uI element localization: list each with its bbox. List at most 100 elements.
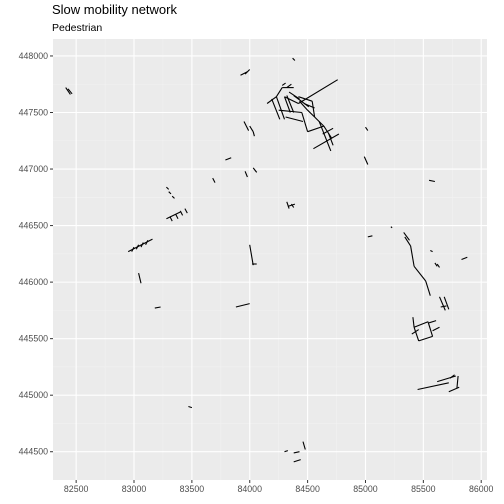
network-segment [275,87,283,97]
network-segment [243,121,250,131]
network-segment [428,320,437,324]
network-segment [461,256,468,261]
y-tick-label: 445000 [19,390,48,400]
network-segment [410,245,415,267]
network-segment [323,125,333,139]
network-segment [412,317,415,328]
pedestrian-network [65,57,468,463]
y-tick-label: 447500 [19,108,48,118]
y-axis: 444500 445000 445500 446000 446500 447000 4475… [19,51,53,457]
network-segment [138,272,142,284]
network-segment [313,133,340,150]
network-segment [287,203,296,207]
x-tick-label: 85000 [353,484,378,494]
network-segment [284,96,299,104]
network-segment [145,240,149,246]
network-segment [212,177,216,183]
network-segment [413,265,427,282]
network-segment [65,87,71,95]
x-tick-label: 84500 [295,484,320,494]
network-segment [311,101,316,118]
network-segment [430,250,433,253]
network-segment [166,211,181,220]
network-segment [403,232,410,241]
network-segment [301,112,309,132]
network-segment [275,96,286,120]
network-segment [318,121,332,152]
network-segment [292,57,296,61]
network-segment [184,208,188,214]
network-segment [252,167,258,173]
x-tick-label: 83000 [122,484,147,494]
network-segment [432,326,440,332]
network-segment [271,98,281,120]
x-tick-label: 84000 [238,484,263,494]
network-segment [140,242,144,248]
network-segment [131,246,135,252]
network-segment [290,203,295,208]
network-segment [284,450,289,453]
network-segment [169,216,173,222]
network-segment [437,375,456,383]
network-segment [252,131,255,137]
network-segment [367,235,373,238]
network-segment [168,191,172,195]
y-tick-label: 448000 [19,51,48,61]
network-segment [449,374,455,379]
network-segment [299,100,309,111]
network-segment [188,405,193,409]
plot-panel [53,39,487,480]
y-tick-label: 444500 [19,447,48,457]
network-segment [135,244,140,250]
network-segment [235,303,250,308]
x-axis: 82500 83000 83500 84000 84500 85000 85500 86000 [64,480,494,494]
x-tick-label: 82500 [64,484,89,494]
x-tick-label: 86000 [469,484,494,494]
x-tick-label: 85500 [411,484,436,494]
network-segment [302,441,306,450]
network-segment [411,329,420,335]
network-segment [286,201,290,209]
y-tick-label: 447000 [19,164,48,174]
network-segment [434,262,438,267]
network-segment [283,96,291,113]
network-segment [249,125,254,132]
network-segment [278,109,302,114]
network-segment [418,335,433,342]
network-segment [171,195,175,199]
network-segment [285,116,304,123]
network-segment [436,263,440,268]
network-segment [307,109,315,118]
network-segment [365,126,369,131]
network-segment [413,321,429,328]
network-segment [438,296,446,311]
network-segment [67,88,73,95]
network-segment [390,226,393,229]
map-subtitle: Pedestrian [52,22,102,34]
y-tick-label: 446000 [19,277,48,287]
network-segment [175,214,179,220]
network-segment [443,296,450,310]
network-segment [417,382,449,391]
network-segment [166,186,170,190]
network-segment [303,102,315,109]
x-tick-label: 83500 [180,484,205,494]
network-segment [428,179,436,183]
network-segment [425,280,431,296]
network-segment [363,156,369,165]
network-segment [293,451,300,454]
map-title: Slow mobility network [52,2,177,17]
network-segment [179,210,184,216]
network-segment [427,321,434,337]
major-gridlines [53,39,487,480]
network-segment [244,69,251,75]
y-tick-label: 445500 [19,334,48,344]
network-segment [440,305,447,308]
network-segment [293,459,301,463]
network-segment [281,82,286,86]
network-segment [322,127,334,135]
network-segment [413,327,420,342]
y-tick-label: 446500 [19,221,48,231]
network-segment [286,83,292,89]
